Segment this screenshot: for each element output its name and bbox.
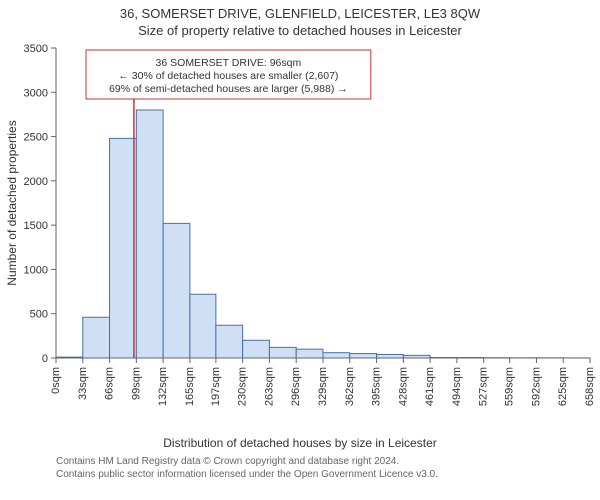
y-tick-label: 1000 bbox=[24, 264, 48, 276]
callout-line: 69% of semi-detached houses are larger (… bbox=[109, 83, 348, 95]
histogram-bar bbox=[163, 223, 190, 358]
histogram-bar bbox=[377, 354, 404, 358]
chart-container: 0 500 1000 1500 2000 2500 3000 3500 0sqm 33sqm 66s… bbox=[0, 38, 600, 438]
histogram-bar bbox=[323, 353, 350, 358]
histogram-bar bbox=[269, 347, 296, 358]
x-tick-label: 0sqm bbox=[50, 367, 62, 394]
footer-line-2: Contains public sector information licen… bbox=[56, 469, 590, 482]
x-tick-label: 395sqm bbox=[371, 367, 383, 406]
callout-box: 36 SOMERSET DRIVE: 96sqm← 30% of detache… bbox=[86, 50, 371, 99]
histogram-bar bbox=[190, 294, 216, 358]
sub-title: Size of property relative to detached ho… bbox=[0, 23, 600, 38]
y-tick-label: 1500 bbox=[24, 220, 48, 232]
histogram-bar bbox=[110, 138, 137, 358]
title-block: 36, SOMERSET DRIVE, GLENFIELD, LEICESTER… bbox=[0, 0, 600, 38]
x-tick-label: 66sqm bbox=[104, 367, 116, 400]
callout-line: 36 SOMERSET DRIVE: 96sqm bbox=[156, 57, 302, 69]
y-tick-label: 500 bbox=[30, 309, 48, 321]
attribution-footer: Contains HM Land Registry data © Crown c… bbox=[0, 450, 600, 481]
x-tick-label: 461sqm bbox=[424, 367, 436, 406]
y-axis-label: Number of detached properties bbox=[5, 120, 19, 285]
histogram-bar bbox=[243, 340, 270, 358]
y-tick-label: 3000 bbox=[24, 87, 48, 99]
x-tick-label: 165sqm bbox=[184, 367, 196, 406]
histogram-bar bbox=[350, 354, 377, 358]
x-tick-label: 559sqm bbox=[504, 367, 516, 406]
y-tick-label: 2500 bbox=[24, 132, 48, 144]
y-tick-label: 2000 bbox=[24, 176, 48, 188]
y-tick-label: 0 bbox=[42, 353, 48, 365]
x-tick-label: 132sqm bbox=[157, 367, 169, 406]
x-tick-label: 658sqm bbox=[584, 367, 596, 406]
x-tick-label: 329sqm bbox=[317, 367, 329, 406]
y-tick-label: 3500 bbox=[24, 43, 48, 55]
histogram-bar bbox=[136, 110, 163, 358]
x-tick-label: 592sqm bbox=[530, 367, 542, 406]
x-tick-label: 99sqm bbox=[130, 367, 142, 400]
x-tick-label: 33sqm bbox=[77, 367, 89, 400]
x-tick-label: 494sqm bbox=[451, 367, 463, 406]
x-tick-label: 197sqm bbox=[210, 367, 222, 406]
x-tick-label: 428sqm bbox=[397, 367, 409, 406]
histogram-bar bbox=[83, 317, 110, 358]
x-tick-label: 263sqm bbox=[263, 367, 275, 406]
x-axis-label: Distribution of detached houses by size … bbox=[0, 436, 600, 450]
x-tick-label: 230sqm bbox=[237, 367, 249, 406]
callout-line: ← 30% of detached houses are smaller (2,… bbox=[118, 70, 338, 82]
x-tick-label: 296sqm bbox=[290, 367, 302, 406]
x-tick-label: 527sqm bbox=[478, 367, 490, 406]
histogram-bar bbox=[296, 349, 323, 358]
histogram-chart: 0 500 1000 1500 2000 2500 3000 3500 0sqm 33sqm 66s… bbox=[0, 38, 600, 418]
main-title: 36, SOMERSET DRIVE, GLENFIELD, LEICESTER… bbox=[0, 6, 600, 21]
histogram-bar bbox=[216, 325, 243, 358]
x-tick-label: 625sqm bbox=[557, 367, 569, 406]
footer-line-1: Contains HM Land Registry data © Crown c… bbox=[56, 456, 590, 469]
x-tick-label: 362sqm bbox=[344, 367, 356, 406]
